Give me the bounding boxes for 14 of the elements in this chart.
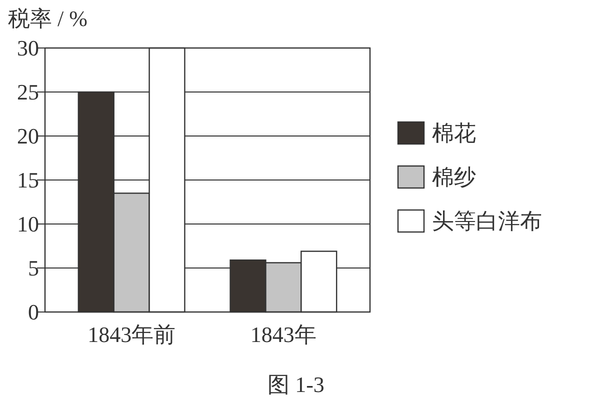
y-tick-label: 20 xyxy=(17,124,39,149)
legend-label: 棉花 xyxy=(432,120,476,146)
y-tick-label: 15 xyxy=(17,168,39,193)
y-tick-label: 0 xyxy=(28,300,39,325)
x-tick-label: 1843年前 xyxy=(88,322,176,347)
y-tick-label: 10 xyxy=(17,212,39,237)
caption: 图 1-3 xyxy=(268,372,324,397)
y-tick-label: 25 xyxy=(17,80,39,105)
x-tick-label: 1843年 xyxy=(250,322,316,347)
y-tick-label: 5 xyxy=(28,256,39,281)
y-tick-label: 30 xyxy=(17,36,39,61)
legend-label: 棉纱 xyxy=(432,164,476,190)
legend-label: 头等白洋布 xyxy=(432,208,542,234)
y-axis-title: 税率 / % xyxy=(8,6,88,31)
